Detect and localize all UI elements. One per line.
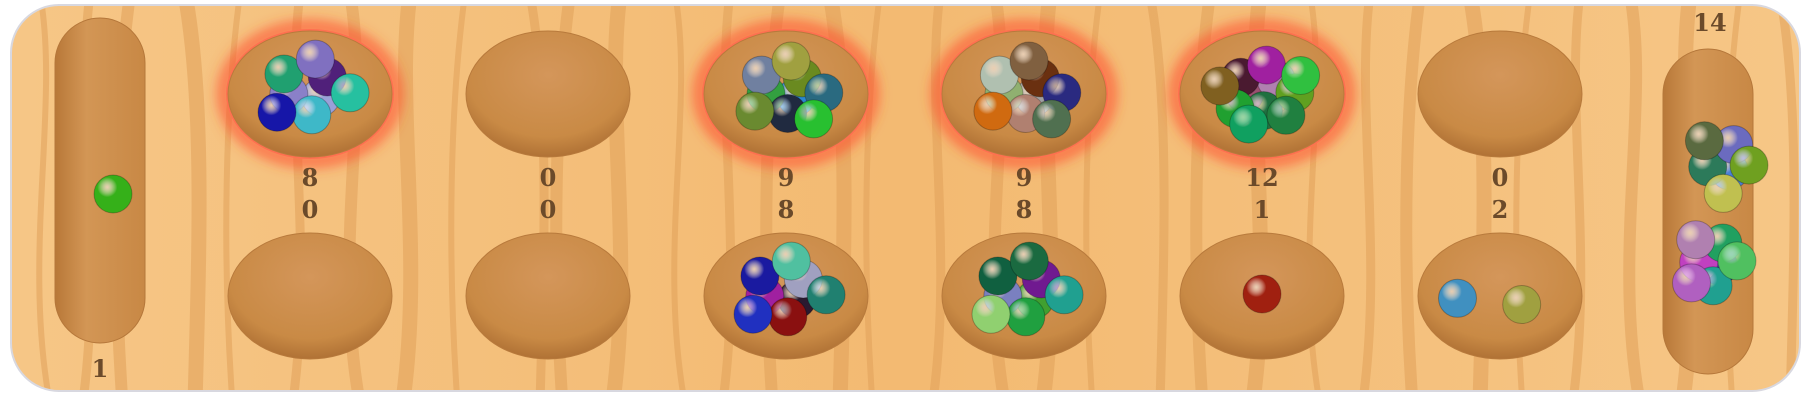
seed <box>806 275 846 315</box>
seed <box>1717 241 1757 281</box>
bottom-pit-count: 0 <box>540 195 557 224</box>
seed <box>733 294 773 334</box>
seed <box>1676 220 1716 260</box>
grain-line <box>448 6 468 390</box>
seed <box>1438 278 1477 318</box>
seed <box>735 91 775 131</box>
seed <box>292 95 332 135</box>
pit-highlight-ring <box>226 29 394 159</box>
top-pit-4[interactable] <box>933 22 1115 166</box>
pit-well <box>465 30 631 158</box>
top-pit-5[interactable] <box>1171 22 1353 166</box>
pit-well <box>227 232 393 360</box>
seed <box>1229 104 1269 144</box>
top-pit-6[interactable] <box>1417 30 1583 158</box>
grain-line <box>1775 6 1799 390</box>
bottom-pit-1[interactable] <box>227 232 393 360</box>
pit-highlight <box>219 22 401 166</box>
top-pit-3[interactable] <box>695 22 877 166</box>
grain-line <box>1358 6 1376 390</box>
seed <box>771 241 811 281</box>
grain-line <box>928 6 946 390</box>
pit-well <box>1417 232 1583 360</box>
bottom-pit-5[interactable] <box>1179 232 1345 360</box>
seed <box>1729 145 1769 185</box>
grain-line <box>1623 6 1646 390</box>
top-pit-count: 12 <box>1245 163 1278 192</box>
right-store <box>1662 48 1769 375</box>
grain-line <box>863 6 883 390</box>
bottom-pit-count: 8 <box>1016 195 1033 224</box>
grain-line <box>395 6 419 390</box>
seed <box>1242 274 1282 314</box>
grain-line <box>1145 6 1169 390</box>
right-store-count: 14 <box>1693 8 1726 37</box>
seed <box>794 99 834 139</box>
seed <box>1684 121 1724 161</box>
top-pit-2[interactable] <box>465 30 631 158</box>
grain-line <box>177 6 207 390</box>
bottom-pit-count: 8 <box>778 195 795 224</box>
seed <box>257 92 297 132</box>
bottom-pit-3[interactable] <box>703 232 869 360</box>
grain-line <box>36 6 53 390</box>
seed <box>1009 241 1049 281</box>
seed <box>264 54 304 94</box>
top-pit-count: 9 <box>778 163 795 192</box>
pit-well <box>465 232 631 360</box>
seed <box>740 256 780 296</box>
seed <box>1044 275 1084 315</box>
seed <box>1200 66 1240 106</box>
pit-well <box>1417 30 1583 158</box>
seed <box>295 39 335 79</box>
seed <box>1246 45 1286 85</box>
seed <box>330 73 370 113</box>
seed <box>768 297 808 337</box>
pit-highlight <box>695 22 877 166</box>
grain-line <box>605 6 629 390</box>
grain-line <box>1568 6 1586 390</box>
top-pit-count: 0 <box>1492 163 1509 192</box>
bottom-pit-6[interactable] <box>1417 232 1583 360</box>
bottom-pit-2[interactable] <box>465 232 631 360</box>
top-pit-1[interactable] <box>219 22 401 166</box>
seed <box>1672 263 1711 303</box>
mancala-board: 1 14 8 0 9 9 12 0 0 0 8 8 1 2 <box>10 4 1801 392</box>
bottom-pit-count: 0 <box>302 195 319 224</box>
seed <box>1032 99 1072 139</box>
seed <box>1502 285 1542 324</box>
right-store-well <box>1662 48 1754 375</box>
pit-highlight-ring <box>702 29 870 159</box>
pit-highlight <box>1171 22 1353 166</box>
seed <box>1703 173 1743 213</box>
seed <box>971 294 1011 334</box>
seed <box>973 91 1013 131</box>
board-frame <box>10 4 1801 392</box>
grain-line <box>671 6 688 390</box>
bottom-pit-count: 2 <box>1492 195 1509 224</box>
seed <box>1009 41 1049 81</box>
bottom-pit-count: 1 <box>1254 195 1271 224</box>
top-pit-count: 0 <box>540 163 557 192</box>
pit-highlight-ring <box>940 29 1108 159</box>
left-store-count: 1 <box>92 354 109 383</box>
top-pit-count: 8 <box>302 163 319 192</box>
top-pit-count: 9 <box>1016 163 1033 192</box>
seed <box>1266 95 1306 135</box>
seed <box>93 174 133 214</box>
pit-highlight-ring <box>1178 29 1346 159</box>
grain-line <box>1083 6 1103 390</box>
grain-line <box>1400 6 1426 390</box>
board-surface: 1 14 8 0 9 9 12 00 0 8 8 1 2 <box>10 4 1801 392</box>
seed <box>1281 56 1321 95</box>
seed <box>771 41 811 81</box>
seed <box>1006 297 1046 337</box>
left-store <box>54 17 146 344</box>
bottom-pit-4[interactable] <box>941 232 1107 360</box>
seed <box>978 256 1018 296</box>
grain-line <box>223 6 243 390</box>
pit-highlight <box>933 22 1115 166</box>
